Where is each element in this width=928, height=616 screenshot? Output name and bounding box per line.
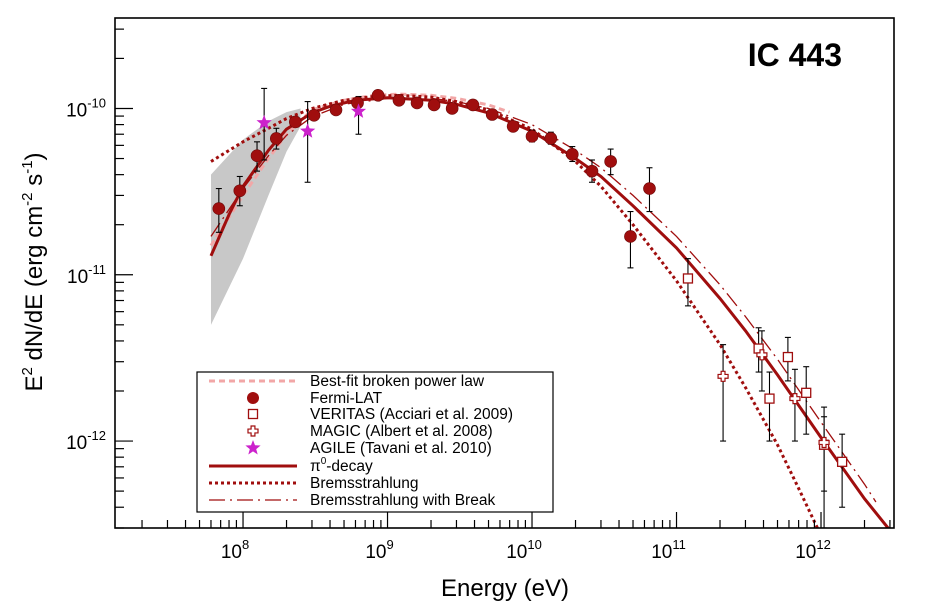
legend-symbol-magic [247,425,259,437]
fermi-point [329,103,343,117]
x-tick-base: 10 [651,542,672,563]
fermi-point [233,184,247,198]
legend-label-pi0-decay: π0-decay [310,456,373,475]
y-tick-exp: -11 [88,262,106,277]
agile-point [350,103,367,118]
x-tick-label: 1011 [651,537,686,563]
magic-point [717,370,729,382]
magic-point [818,436,830,449]
y-tick-base: 10 [66,433,87,454]
fermi-point [427,98,441,112]
legend-label-agile: AGILE (Tavani et al. 2010) [310,440,492,457]
x-tick-exp: 11 [672,537,686,552]
fermi-point [604,155,617,168]
y-tick-base: 10 [67,267,88,288]
legend-label-pi0-base: π [310,458,321,475]
agile-point [256,114,272,130]
fermi-point [544,132,558,145]
plot-frame [114,17,895,529]
legend: Best-fit broken power law Fermi-LAT VERI… [196,371,554,513]
x-tick-exp: 9 [386,537,393,552]
agile-point [300,123,316,138]
fermi-point [585,164,599,178]
x-tick-labels: 108 109 1010 1011 1012 [221,537,831,563]
y-axis-title-mid: dN/dE (erg cm [21,206,48,367]
fermi-point [445,102,459,115]
fermi-point [506,120,520,133]
broken-power-law-curve [209,92,511,247]
legend-symbols [209,379,297,501]
plot-area [209,87,890,528]
fermi-point [307,108,321,122]
x-tick-label: 1012 [795,537,831,563]
bremsstrahlung-break-curve [210,97,877,503]
y-axis-title-sup-a: 2 [19,367,36,375]
veritas-point [764,393,775,404]
legend-label-pi0-sup: 0 [321,456,327,467]
fermi-point [525,130,539,143]
fermi-point [410,96,424,110]
chart-title: IC 443 [748,37,842,73]
fermi-point [485,108,499,121]
x-tick-exp: 10 [527,537,541,552]
magic-point [789,393,801,405]
legend-label-magic: MAGIC (Albert et al. 2008) [310,423,493,440]
x-tick-label: 108 [221,537,249,563]
y-axis-title-sup-b: -2 [19,192,36,205]
x-axis-title: Energy (eV) [441,575,569,602]
legend-symbol-fermi [247,392,259,404]
legend-label-veritas: VERITAS (Acciari et al. 2009) [310,406,513,423]
legend-label-bremsstrahlung-break: Bremsstrahlung with Break [310,492,495,509]
fermi-point [565,148,579,161]
x-tick-base: 10 [365,542,386,563]
x-tick-exp: 12 [816,537,830,552]
y-tick-base: 10 [66,100,87,121]
x-tick-base: 10 [506,542,527,563]
legend-symbol-agile [245,440,261,455]
uncertainty-band [210,108,301,325]
legend-label-pi0-rest: -decay [326,458,373,475]
uncertainty-band-layer [210,108,301,325]
x-tick-exp: 8 [242,537,249,552]
fermi-point [288,115,302,129]
x-tick-base: 10 [221,542,242,563]
veritas-point [782,351,794,363]
data-markers-layer [212,87,848,528]
y-tick-label: 10-11 [67,262,106,288]
y-axis-title-suffix: ) [21,152,48,160]
fermi-point [392,93,406,107]
fermi-point [250,149,264,162]
y-tick-exp: -12 [87,428,106,443]
bremsstrahlung-curve [210,93,820,528]
legend-label-bremsstrahlung: Bremsstrahlung [310,475,419,492]
legend-symbol-veritas [247,408,259,420]
x-tick-base: 10 [795,542,816,563]
fermi-point [212,202,226,215]
fermi-point [624,230,637,243]
x-tick-label: 1010 [506,537,542,563]
fermi-point [466,98,480,112]
veritas-point [682,273,694,284]
magic-point [756,349,768,361]
veritas-point [801,387,812,398]
fermi-point [371,89,385,102]
y-axis-title: E2 dN/dE (erg cm-2 s-1) [19,152,48,391]
y-axis-title-prefix: E [21,376,48,392]
fermi-point [270,132,283,145]
y-tick-label: 10-10 [66,95,106,121]
axis-ticks [115,28,891,529]
y-axis-title-sup-c: -1 [19,160,36,173]
veritas-point [836,456,848,467]
legend-label-broken-power-law: Best-fit broken power law [310,373,485,390]
y-axis-title-mid2: s [21,174,48,193]
legend-label-fermi-lat: Fermi-LAT [310,390,383,407]
x-tick-label: 109 [365,537,393,563]
fermi-point [643,182,656,195]
y-tick-exp: -10 [87,95,106,110]
y-tick-label: 10-12 [66,428,106,454]
